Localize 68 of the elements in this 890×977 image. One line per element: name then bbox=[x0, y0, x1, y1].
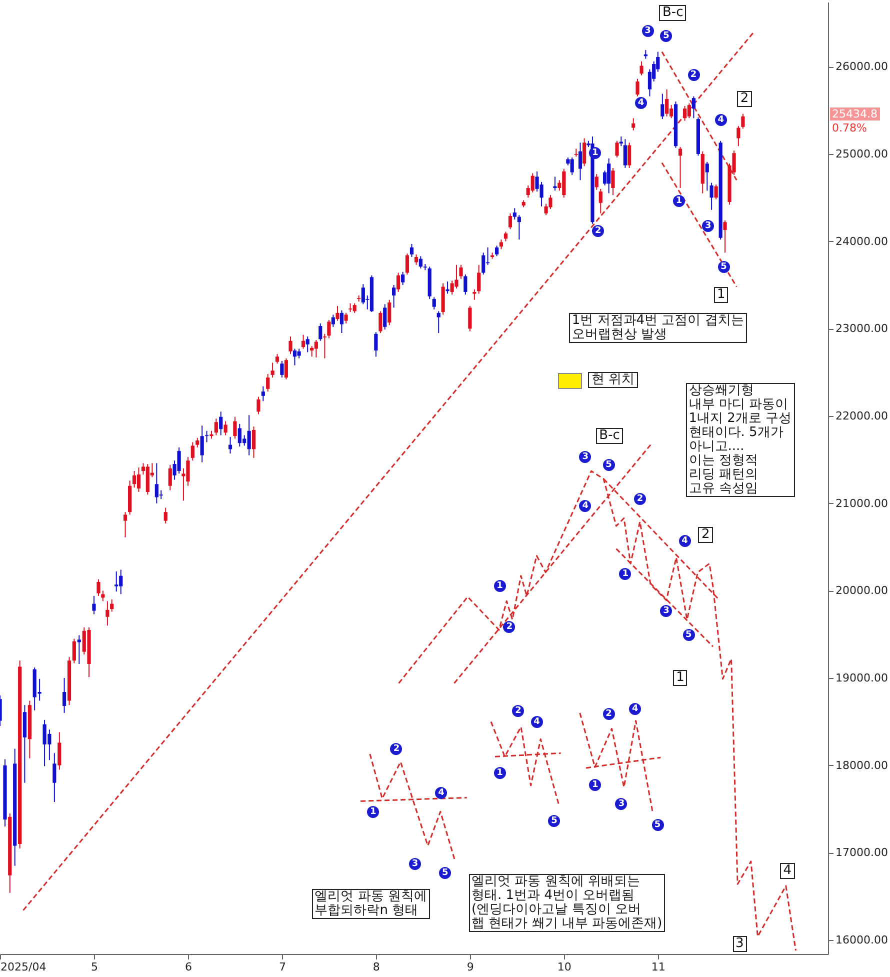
annotation: 4 bbox=[714, 114, 727, 126]
annotation: 1 bbox=[367, 806, 380, 818]
x-tick-label: 9 bbox=[466, 960, 474, 974]
annotation: 1 bbox=[494, 766, 506, 779]
annotation: 5 bbox=[548, 815, 560, 828]
annotation: 2 bbox=[634, 492, 646, 505]
annotation: 1 bbox=[494, 580, 506, 592]
annotation: 2 bbox=[390, 743, 402, 756]
annotation: 3 bbox=[642, 24, 654, 37]
annotation: 2 bbox=[503, 621, 516, 634]
annotation: 3 bbox=[408, 858, 421, 870]
y-tick-label: 20000.00 bbox=[836, 584, 888, 598]
x-tick-label: 7 bbox=[278, 960, 286, 974]
annotation: 3 bbox=[732, 936, 747, 952]
text: 0.78% bbox=[831, 122, 868, 135]
annotation: 4 bbox=[629, 702, 642, 715]
x-tick-label: 5 bbox=[90, 960, 98, 974]
x-tick-label: 2025/04 bbox=[0, 960, 46, 974]
y-tick-label: 23000.00 bbox=[836, 322, 888, 336]
x-tick-label: 10 bbox=[557, 960, 572, 974]
annotation: 2 bbox=[592, 224, 604, 237]
annotation: 4 bbox=[678, 535, 691, 548]
annotation: 1 bbox=[673, 670, 688, 686]
y-tick-label: 16000.00 bbox=[836, 934, 888, 947]
annotation: 5 bbox=[718, 261, 730, 274]
y-tick-label: 17000.00 bbox=[836, 846, 888, 860]
annotation: 2 bbox=[737, 91, 752, 108]
annotation: 1 bbox=[589, 778, 602, 791]
annotation: 5 bbox=[660, 30, 672, 42]
annotation: 상승쐐기형 내부 마디 파동이 1내지 2개로 구성 현태이다. 5개가 아니고.... 이는 정형적 리딩 패턴의 고유 속성임 bbox=[686, 382, 795, 497]
annotation: 5 bbox=[439, 866, 452, 879]
annotation: B-c bbox=[596, 428, 623, 444]
annotation: 4 bbox=[435, 786, 448, 799]
y-tick-label: 19000.00 bbox=[836, 672, 888, 685]
y-tick-label: 21000.00 bbox=[836, 496, 888, 510]
annotation: 1 bbox=[714, 286, 728, 303]
x-tick-label: 6 bbox=[184, 960, 192, 974]
y-tick-label: 25000.00 bbox=[836, 147, 888, 160]
text: 25434.8 bbox=[830, 108, 880, 121]
annotation: 2 bbox=[512, 704, 524, 717]
annotation: 2 bbox=[688, 69, 700, 82]
x-tick-label: 8 bbox=[372, 960, 380, 974]
annotation: 2 bbox=[602, 708, 615, 720]
annotation: 3 bbox=[660, 604, 672, 617]
annotation: 1 bbox=[619, 568, 632, 580]
annotation: 현 위치 bbox=[588, 372, 638, 388]
annotation: 2 bbox=[698, 527, 713, 544]
annotation: 1 bbox=[589, 147, 602, 160]
y-tick-label: 24000.00 bbox=[836, 234, 888, 248]
annotation: 엘리엇 파동 원칙에 부합되하락n 형태 bbox=[312, 888, 430, 919]
annotation: 5 bbox=[652, 819, 664, 832]
annotation: 엘리엇 파동 원칙에 위배되는 형태. 1번과 4번이 오버랩됨 (엔딩다이아고날 특징이 오버 햅 현태가 쐐기 내부 파동에존재) bbox=[468, 874, 666, 932]
annotation: 3 bbox=[579, 451, 592, 464]
y-tick-label: 22000.00 bbox=[836, 409, 888, 422]
y-tick-label: 18000.00 bbox=[836, 758, 888, 772]
annotation: 5 bbox=[602, 459, 615, 472]
annotation: B-c bbox=[659, 4, 686, 21]
y-tick-label: 26000.00 bbox=[836, 60, 888, 74]
annotation: 5 bbox=[682, 629, 695, 642]
annotation: 3 bbox=[702, 220, 714, 232]
annotation: 1번 저점과4번 고점이 겹치는 오버랩현상 발생 bbox=[568, 312, 747, 343]
annotation: 4 bbox=[780, 862, 795, 879]
annotation: 3 bbox=[615, 798, 628, 810]
annotation: 4 bbox=[579, 500, 592, 512]
annotation: 4 bbox=[634, 96, 647, 109]
annotation: 1 bbox=[672, 194, 685, 207]
annotation: 4 bbox=[530, 716, 543, 728]
x-tick-label: 11 bbox=[651, 960, 666, 974]
